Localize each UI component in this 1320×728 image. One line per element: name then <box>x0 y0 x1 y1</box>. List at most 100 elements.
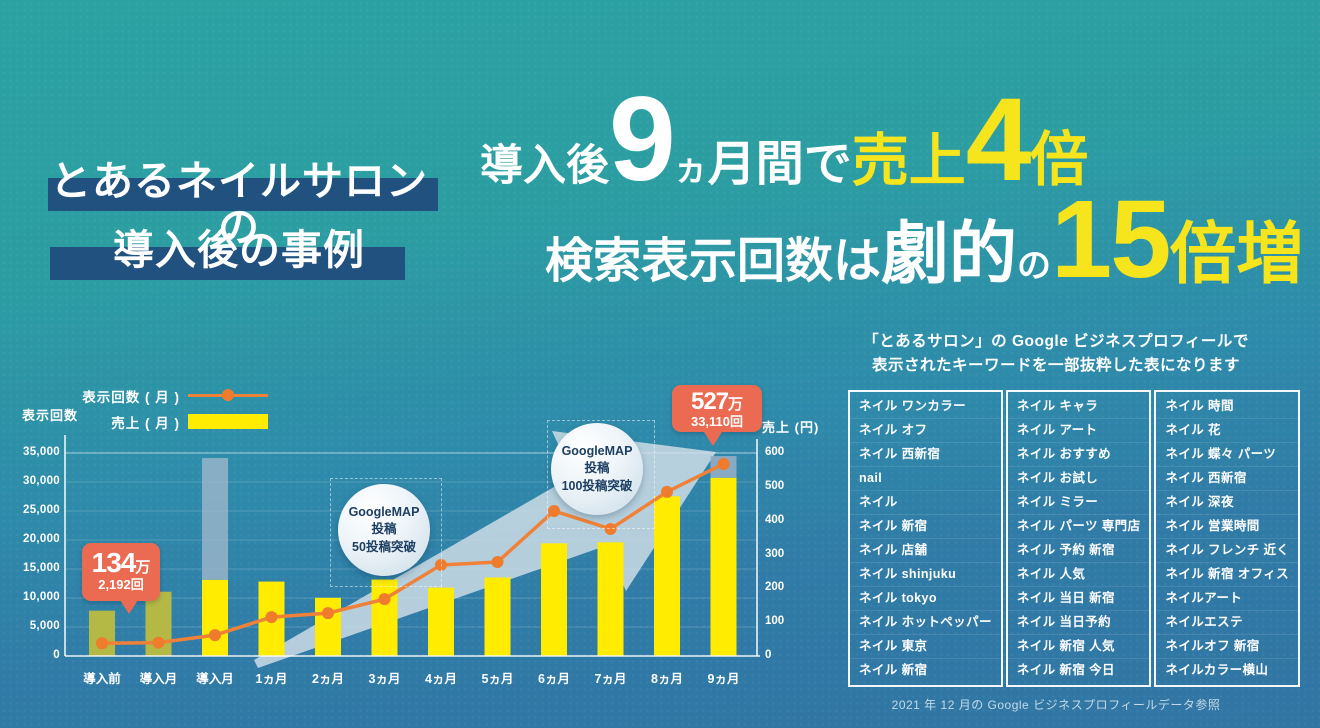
keyword-cell: ネイル フレンチ 近く <box>1156 539 1299 564</box>
tickL: 30,000 <box>23 475 60 487</box>
keyword-cell: ネイル 蝶々 パーツ <box>1156 443 1299 468</box>
line-marker-icon <box>188 389 268 401</box>
keyword-cell: ネイル オフ <box>850 419 1001 444</box>
keyword-cell: ネイル 新宿 <box>850 515 1001 540</box>
keywords-panel: 「とあるサロン」の Google ビジネスプロフィールで 表示されたキーワードを… <box>848 330 1301 713</box>
milestone-100-line3: 100投稿突破 <box>561 478 633 493</box>
keyword-cell: ネイル ワンカラー <box>850 395 1001 420</box>
legend-sales-label: 売上 ( 月 ) <box>111 415 180 431</box>
keyword-cell: ネイル パーツ 専門店 <box>1007 515 1150 540</box>
headline-sales-label: 売上 <box>851 129 966 193</box>
xlab: 4ヵ月 <box>425 672 457 686</box>
milestone-50-line3: 50投稿突破 <box>352 539 416 554</box>
tickL: 35,000 <box>23 446 60 458</box>
keyword-cell: ネイル キャラ <box>1007 395 1150 420</box>
headline-text: の <box>1017 247 1052 285</box>
right-axis-title: 売上 (円) <box>762 420 820 435</box>
bar-marker-icon <box>188 414 268 429</box>
xlab: 1ヵ月 <box>255 672 288 686</box>
keywords-column-2: ネイル キャラ ネイル アート ネイル おすすめ ネイル お試し ネイル ミラー ネイル … <box>1005 390 1152 688</box>
tickR: 300 <box>765 547 785 560</box>
sales-impressions-chart: 表示回数 ( 月 ) 売上 ( 月 ) 表示回数 売上 (円) GoogleMA… <box>20 375 830 715</box>
keyword-cell: ネイル shinjuku <box>850 563 1001 588</box>
keywords-table: ネイル ワンカラー ネイル オフ ネイル 西新宿 nail ネイル ネイル 新宿 ネイル 店… <box>848 390 1301 688</box>
callout-start-value: 134万 2,192回 <box>82 543 160 615</box>
tickR: 400 <box>765 513 785 526</box>
keyword-cell: ネイル tokyo <box>850 587 1001 612</box>
xlab: 導入月 <box>139 672 178 686</box>
tickR: 500 <box>765 479 785 492</box>
keyword-cell: ネイル 新宿 <box>859 663 928 678</box>
callout-start-impressions: 2,192回 <box>98 577 144 593</box>
tickL: 25,000 <box>23 504 60 516</box>
milestone-100-badge: GoogleMAP 投稿 100投稿突破 <box>551 423 643 515</box>
keyword-cell: ネイルアート <box>1156 587 1299 612</box>
keywords-title-line1: 「とあるサロン」の Google ビジネスプロフィールで <box>863 333 1249 350</box>
xlab: 導入月 <box>196 672 234 686</box>
keywords-column-3: ネイル 時間 ネイル 花ネイル 蝶々 パーツ ネイル 西新宿 ネイル 深夜 ネイル 営業… <box>1154 390 1301 688</box>
headline-text: 検索表示回数は <box>545 235 882 288</box>
tickL: 5,000 <box>29 620 60 632</box>
callout-start-sales: 134 <box>91 547 137 578</box>
xlab: 2ヵ月 <box>312 672 344 686</box>
tickL: 10,000 <box>23 591 60 603</box>
banner-text-2: 導入後の事例 <box>113 227 365 273</box>
banner-bar-1 <box>48 178 438 211</box>
keyword-cell: ネイル <box>850 491 1001 516</box>
xlab: 8ヵ月 <box>651 672 683 686</box>
xlab: 9ヵ月 <box>707 672 740 686</box>
keyword-cell: ネイル おすすめ <box>1007 443 1150 468</box>
tickL: 0 <box>53 649 60 661</box>
keyword-cell: ネイル ホットペッパー <box>850 611 1001 636</box>
callout-end-value: 527万 33,110回 <box>672 385 762 446</box>
keyword-cell: ネイル 西新宿 <box>1156 467 1299 492</box>
headline-increase-label: 倍増 <box>1169 217 1304 292</box>
xlab: 導入前 <box>83 672 121 686</box>
tickR: 0 <box>765 649 772 661</box>
headline-dramatic-label: 劇的 <box>881 216 1018 292</box>
keyword-cell: ネイル 東京 <box>850 635 1001 660</box>
keywords-title-line2: 表示されたキーワードを一部抜粋した表になります <box>871 357 1240 375</box>
keywords-title: 「とあるサロン」の Google ビジネスプロフィールで 表示されたキーワードを… <box>848 330 1264 378</box>
milestone-50-frame <box>330 478 442 587</box>
keyword-cell: ネイル 新宿 人気 <box>1007 635 1150 660</box>
legend-impressions-label: 表示回数 ( 月 ) <box>82 389 180 405</box>
chart-legend: 表示回数 ( 月 ) 売上 ( 月 ) <box>40 385 268 437</box>
headline-number-9: 9 <box>609 72 676 206</box>
keywords-source-caption: 2021 年 12 月の Google ビジネスプロフィールデータ参照 <box>891 698 1221 713</box>
tickL: 20,000 <box>23 533 60 545</box>
keyword-cell: ネイルカラー横山 <box>1165 663 1269 678</box>
keyword-cell: ネイル 営業時間 <box>1156 515 1299 540</box>
keyword-cell: ネイル 当日予約 <box>1007 611 1150 636</box>
keyword-cell: ネイルオフ 新宿 <box>1156 635 1299 660</box>
case-banner: とあるネイルサロンの 導入後の事例 <box>33 158 445 280</box>
callout-end-sales: 527 <box>690 388 729 415</box>
keyword-cell: ネイル 人気 <box>1007 563 1150 588</box>
keyword-cell: ネイル 新宿 オフィス <box>1156 563 1299 588</box>
keyword-cell: ネイルエステ <box>1156 611 1299 636</box>
milestone-50-badge: GoogleMAP 投稿 50投稿突破 <box>338 484 430 576</box>
keyword-cell: ネイル アート <box>1007 419 1150 444</box>
xlab: 6ヵ月 <box>538 672 570 686</box>
callout-start-unit: 万 <box>135 559 151 576</box>
callout-end-impressions: 33,110回 <box>690 414 744 430</box>
milestone-50-line2: 投稿 <box>371 522 397 537</box>
legend-impressions: 表示回数 ( 月 ) <box>40 385 268 406</box>
headline-text: 導入後 <box>480 142 609 190</box>
tickR: 200 <box>765 581 785 594</box>
tickL: 15,000 <box>23 562 60 574</box>
headline-line-2: 検索表示回数は 劇的の 15 倍増 <box>545 176 1303 303</box>
keywords-column-1: ネイル ワンカラー ネイル オフ ネイル 西新宿 nail ネイル ネイル 新宿 ネイル 店… <box>848 390 1003 688</box>
banner-line-2: 導入後の事例 <box>33 227 445 280</box>
headline-times-label: 倍 <box>1029 127 1089 193</box>
keyword-cell: ネイル お試し <box>1007 467 1150 492</box>
banner-line-1: とあるネイルサロンの <box>33 158 445 250</box>
keyword-cell: ネイル 深夜 <box>1156 491 1299 516</box>
keyword-cell: ネイル 当日 新宿 <box>1007 587 1150 612</box>
keyword-cell: ネイル 西新宿 <box>850 443 1001 468</box>
keyword-cell: ネイル 時間 <box>1156 395 1299 420</box>
milestone-100-frame <box>547 420 655 529</box>
xlab: 7ヵ月 <box>594 672 627 686</box>
headline-number-4: 4 <box>965 74 1032 206</box>
